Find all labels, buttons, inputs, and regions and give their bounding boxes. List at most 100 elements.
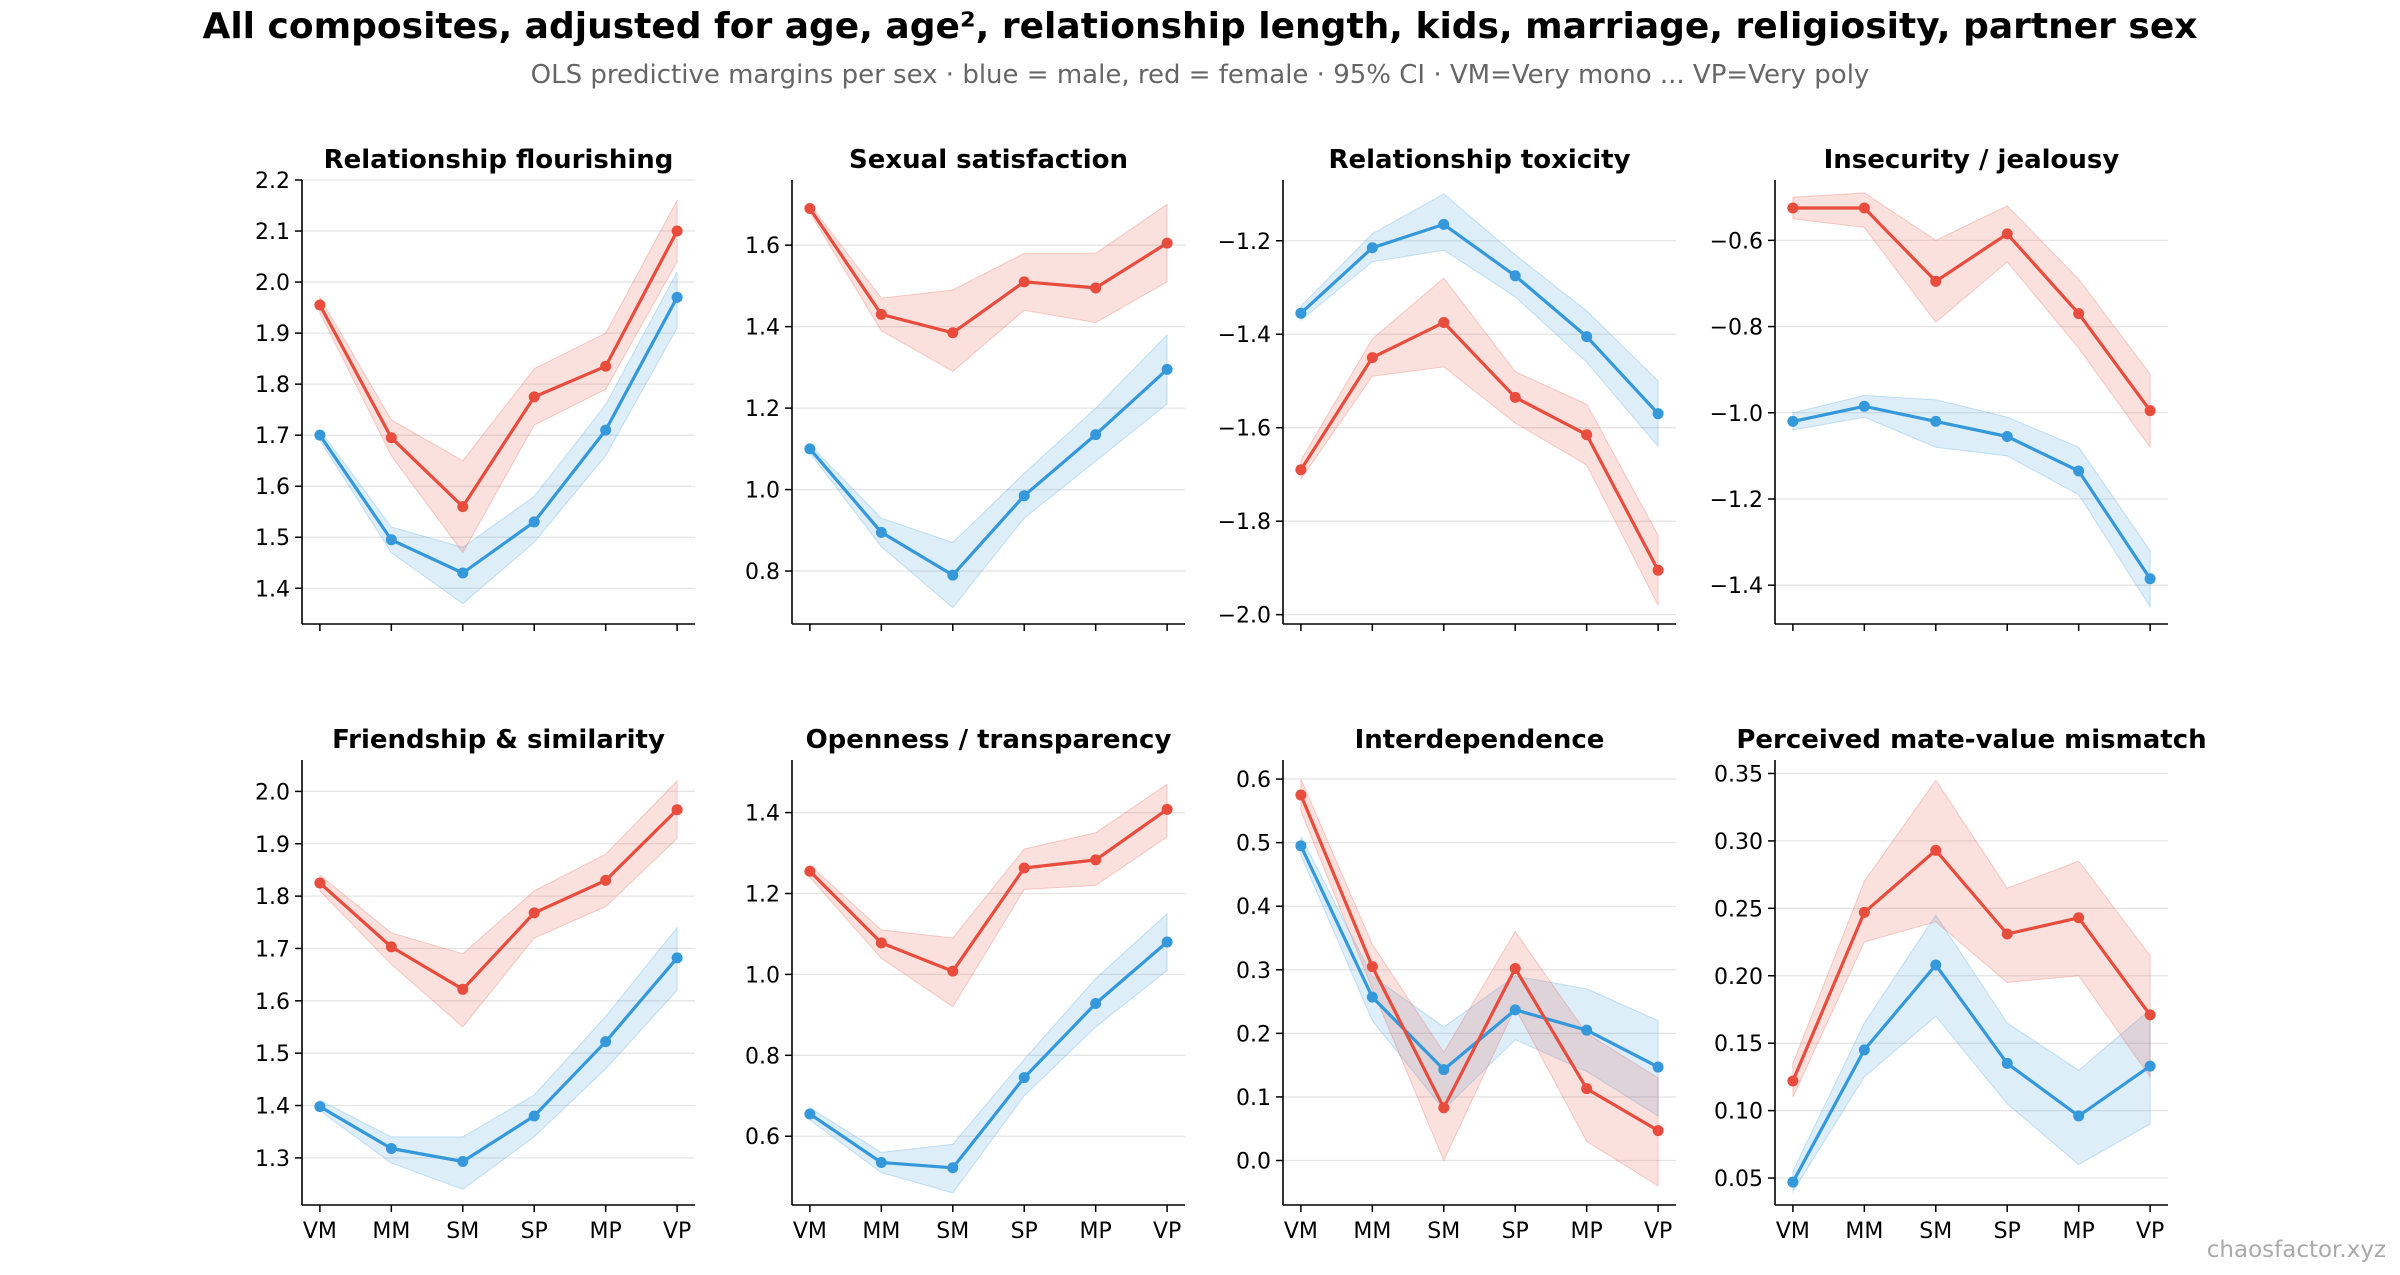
y-tick-label: 2.0 [255,271,290,296]
female-point [457,983,469,995]
x-tick-label: SM [1427,1219,1460,1244]
y-tick-label: 0.2 [1236,1022,1271,1047]
female-point [1787,202,1799,214]
female-point [1090,282,1102,294]
male-point [1509,270,1521,282]
female-line [1792,206,2152,412]
x-tick-label: SP [1502,1219,1529,1244]
male-point [1366,242,1378,254]
y-tick-label: 1.8 [255,885,290,910]
female-point [2144,1009,2156,1021]
y-tick-label: 1.2 [745,397,780,422]
panel-5: 1.3 1.4 1.5 1.6 1.7 1.8 1.9 2.0 VM MM SM SP MP VP Frie… [255,725,695,1244]
y-tick-label: 0.0 [1236,1150,1271,1175]
female-point [1787,1075,1799,1087]
male-point [2001,430,2013,442]
female-point [671,804,683,816]
panel-title: Sexual satisfaction [849,145,1128,175]
y-tick-label: 1.9 [255,322,290,347]
male-point [1509,1004,1521,1016]
y-tick-label: −1.8 [1218,510,1271,535]
female-ci-band [809,202,1168,373]
y-tick-label: 0.3 [1236,959,1271,984]
male-point [1652,1061,1664,1073]
y-tick-label: 1.5 [255,1042,290,1067]
y-tick-label: 0.6 [745,1125,780,1150]
female-point [385,432,397,444]
y-tick-label: 1.0 [745,963,780,988]
male-line [1792,404,2152,580]
male-line [1299,222,1660,415]
female-line [318,808,679,991]
panel-title: Friendship & similarity [332,725,665,755]
female-point [2001,228,2013,240]
female-point [671,225,683,237]
y-tick-label: 0.1 [1236,1086,1271,1111]
female-point [1438,317,1450,329]
male-point [1090,429,1102,441]
female-line [1791,848,2152,1082]
female-ci-band [1792,192,2151,449]
x-tick-label: VP [663,1219,691,1244]
y-tick-label: −0.6 [1710,229,1763,254]
panel-6: 0.6 0.8 1.0 1.2 1.4 VM MM SM SP MP VP Openness / tr… [745,725,1185,1244]
x-tick-label: MP [1571,1219,1603,1244]
female-ci-band [1792,779,2151,1098]
male-point [1295,840,1307,852]
male-point [1652,408,1664,420]
panel-3: −2.0 −1.8 −1.6 −1.4 −1.2 Relationship toxicit… [1218,145,1676,631]
y-tick-label: −1.0 [1710,402,1763,427]
female-point [600,874,612,886]
x-tick-label: VM [1776,1219,1810,1244]
male-point [1858,400,1870,412]
male-line [808,368,1169,577]
y-tick-label: 1.2 [745,883,780,908]
y-tick-label: 0.10 [1714,1100,1763,1125]
x-tick-label: VP [1644,1219,1672,1244]
female-point [1438,1102,1450,1114]
x-tick-label: MM [1845,1219,1883,1244]
y-tick-label: −1.2 [1710,488,1763,513]
female-point [1581,1083,1593,1095]
panel-4: −1.4 −1.2 −1.0 −0.8 −0.6 Insecurity / jealous… [1710,145,2168,631]
female-ci-band [319,779,678,1028]
female-point [1509,963,1521,975]
female-point [528,391,540,403]
male-point [804,1108,816,1120]
female-point [947,965,959,977]
male-point [947,569,959,581]
male-line [319,956,679,1164]
male-point [1438,218,1450,230]
panel-7: 0.0 0.1 0.2 0.3 0.4 0.5 0.6 VM MM SM SP MP VP Interde… [1236,725,1676,1244]
x-tick-label: MP [1080,1219,1112,1244]
y-tick-label: 1.3 [255,1147,290,1172]
y-tick-label: 0.25 [1714,897,1763,922]
male-point [671,291,683,303]
male-point [1930,959,1942,971]
x-tick-label: VM [1284,1219,1318,1244]
female-line [1299,794,1659,1132]
y-tick-label: 1.5 [255,526,290,551]
female-ci-band [1300,778,1659,1187]
y-tick-label: 2.2 [255,169,290,194]
male-point [2144,573,2156,585]
male-point [1018,1072,1030,1084]
female-point [314,299,326,311]
y-tick-label: 0.15 [1714,1032,1763,1057]
female-point [875,937,887,949]
female-point [2073,912,2085,924]
y-tick-label: 1.7 [255,937,290,962]
male-point [1787,1176,1799,1188]
male-point [947,1162,959,1174]
x-tick-label: MP [590,1219,622,1244]
male-point [1930,415,1942,427]
x-tick-label: MP [2063,1219,2095,1244]
figure-title: All composites, adjusted for age, age², … [202,6,2198,47]
female-point [1161,803,1173,815]
x-tick-label: VM [303,1219,337,1244]
female-point [2001,928,2013,940]
female-point [385,941,397,953]
panel-8: 0.05 0.10 0.15 0.20 0.25 0.30 0.35 VM MM SM SP MP VP… [1714,725,2207,1244]
male-line [318,296,679,575]
male-point [875,526,887,538]
